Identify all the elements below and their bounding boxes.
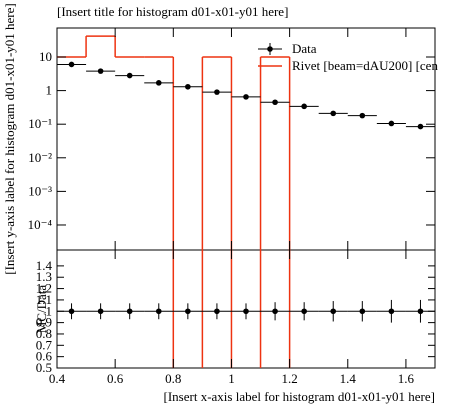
data-point: [185, 83, 191, 90]
data-point: [214, 89, 220, 95]
ratio-point: [243, 308, 249, 315]
ratio-y-label: MC/Data: [34, 285, 49, 334]
y-tick-label: 10⁻⁴: [28, 217, 53, 232]
ratio-point: [330, 308, 337, 315]
ratio-y-tick-label: 0.5: [36, 360, 52, 375]
ratio-point: [417, 308, 424, 315]
x-axis-label: [Insert x-axis label for histogram d01-x…: [164, 389, 435, 404]
ratio-y-tick-label: 0.7: [36, 337, 53, 352]
data-point: [388, 120, 395, 127]
ratio-y-tick-label: 0.9: [36, 315, 52, 330]
ratio-y-tick-label: 1: [46, 303, 53, 318]
ratio-point: [214, 308, 220, 315]
ratio-point: [68, 308, 75, 315]
ratio-y-tick-label: 0.8: [36, 326, 52, 341]
ratio-point: [185, 308, 191, 315]
data-point: [301, 103, 307, 110]
legend-label: Rivet [beam=dAU200] [cen: [292, 58, 438, 73]
ratio-point: [155, 308, 162, 315]
ratio-point: [359, 308, 366, 315]
x-tick-label: 0.4: [49, 371, 66, 386]
data-point: [417, 123, 424, 130]
chart-title: [Insert title for histogram d01-x01-y01 …: [57, 4, 288, 19]
x-tick-label: 1.2: [281, 371, 297, 386]
data-point: [272, 99, 278, 106]
y-axis-label: [Insert y-axis label for histogram d01-x…: [2, 3, 17, 274]
x-tick-label: 1.6: [398, 371, 415, 386]
data-point: [68, 61, 75, 68]
y-tick-label: 10: [39, 49, 52, 64]
ratio-point: [301, 308, 307, 315]
ratio-y-tick-label: 1.4: [36, 258, 53, 273]
ratio-y-tick-label: 1.3: [36, 269, 52, 284]
ratio-y-tick-label: 0.6: [36, 349, 53, 364]
data-point: [330, 110, 337, 117]
data-point: [359, 112, 366, 119]
ratio-point: [97, 308, 104, 315]
y-tick-label: 10⁻²: [28, 150, 52, 165]
ratio-plot: [57, 250, 435, 368]
y-tick-label: 10⁻³: [28, 183, 52, 198]
x-tick-label: 1: [228, 371, 235, 386]
ratio-point: [388, 308, 395, 315]
x-tick-label: 1.4: [340, 371, 357, 386]
data-point: [126, 72, 133, 79]
ratio-point: [272, 308, 278, 315]
data-point: [97, 68, 104, 74]
main-plot: [57, 35, 435, 250]
ratio-frame: [56, 249, 436, 369]
y-tick-label: 1: [46, 83, 53, 98]
legend-data-marker: [267, 46, 273, 52]
ratio-y-tick-label: 1.2: [36, 281, 52, 296]
data-point: [155, 80, 162, 86]
y-tick-label: 10⁻¹: [28, 116, 52, 131]
legend-label: Data: [292, 41, 317, 56]
ratio-y-tick-label: 1.1: [36, 292, 52, 307]
x-tick-label: 0.6: [107, 371, 124, 386]
x-tick-label: 0.8: [165, 371, 181, 386]
data-point: [243, 94, 249, 100]
ratio-point: [126, 308, 133, 315]
